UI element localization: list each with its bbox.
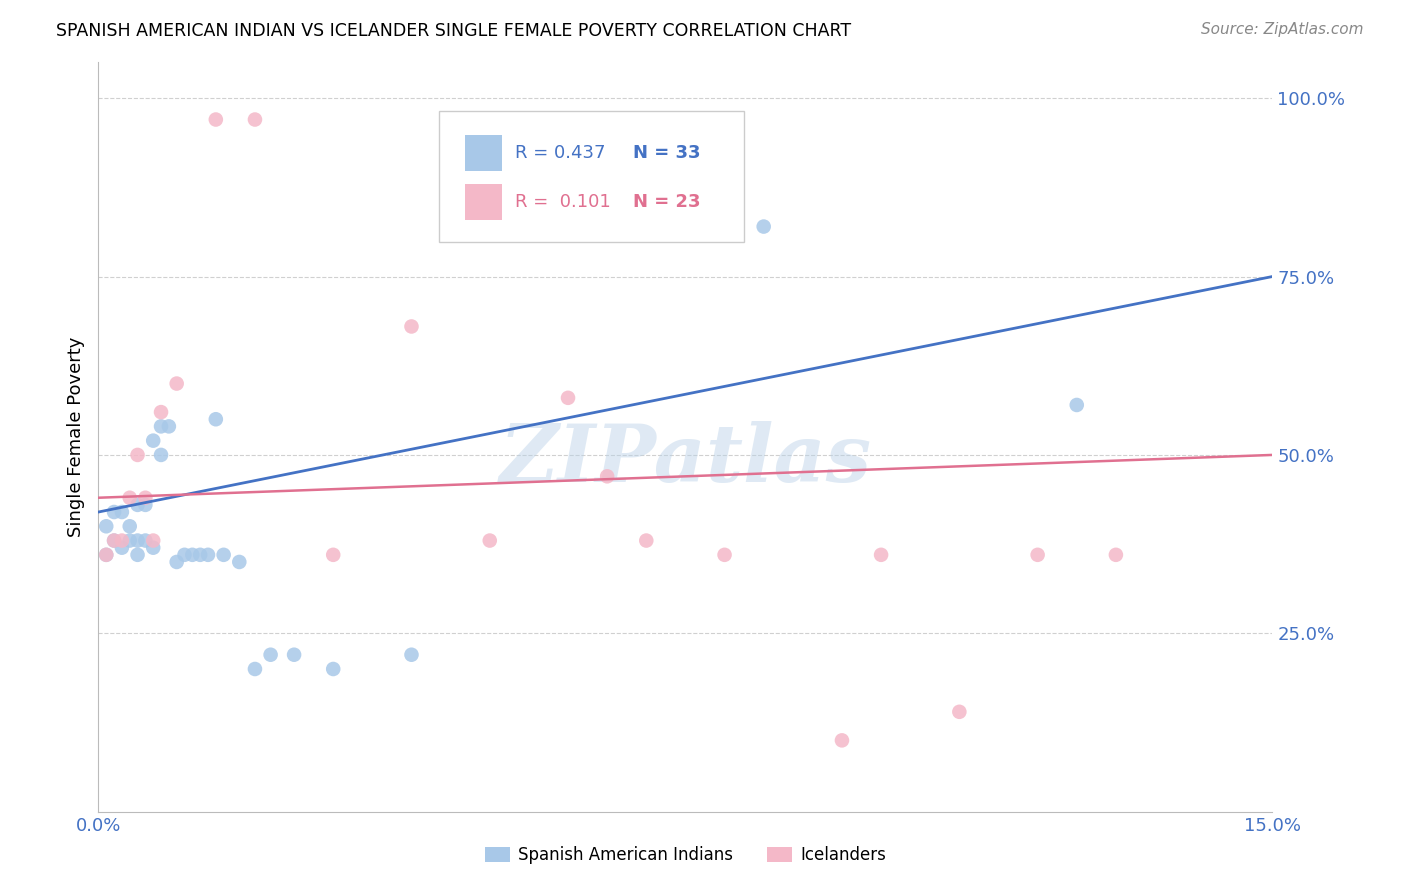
Point	[557, 391, 579, 405]
Point	[142, 533, 165, 548]
Point	[127, 548, 149, 562]
Point	[150, 419, 173, 434]
Point	[188, 548, 211, 562]
Point	[111, 541, 134, 555]
Point	[111, 505, 134, 519]
Text: SPANISH AMERICAN INDIAN VS ICELANDER SINGLE FEMALE POVERTY CORRELATION CHART: SPANISH AMERICAN INDIAN VS ICELANDER SIN…	[56, 22, 852, 40]
Point	[259, 648, 281, 662]
Point	[127, 498, 149, 512]
Point	[166, 555, 188, 569]
Point	[401, 648, 423, 662]
Point	[103, 505, 125, 519]
Text: N = 23: N = 23	[633, 193, 700, 211]
Point	[118, 519, 141, 533]
Point	[103, 533, 125, 548]
Point	[142, 541, 165, 555]
Point	[134, 533, 156, 548]
Point	[243, 662, 266, 676]
Point	[173, 548, 195, 562]
Text: R = 0.437: R = 0.437	[515, 145, 606, 162]
Text: Source: ZipAtlas.com: Source: ZipAtlas.com	[1201, 22, 1364, 37]
Point	[401, 319, 423, 334]
Point	[1105, 548, 1128, 562]
Point	[127, 448, 149, 462]
Point	[636, 533, 658, 548]
Point	[322, 548, 344, 562]
Point	[831, 733, 853, 747]
Point	[243, 112, 266, 127]
Point	[103, 533, 125, 548]
Point	[205, 412, 228, 426]
Text: ZIPatlas: ZIPatlas	[499, 421, 872, 499]
Point	[134, 491, 156, 505]
Point	[197, 548, 219, 562]
Text: N = 33: N = 33	[633, 145, 700, 162]
Point	[478, 533, 501, 548]
Text: R =  0.101: R = 0.101	[515, 193, 612, 211]
Point	[166, 376, 188, 391]
Point	[596, 469, 619, 483]
Point	[181, 548, 204, 562]
Point	[283, 648, 305, 662]
Point	[228, 555, 250, 569]
Point	[150, 405, 173, 419]
Point	[96, 548, 118, 562]
Point	[127, 533, 149, 548]
Point	[157, 419, 180, 434]
Point	[96, 548, 118, 562]
Point	[1066, 398, 1088, 412]
Point	[118, 533, 141, 548]
Point	[713, 548, 735, 562]
FancyBboxPatch shape	[439, 112, 744, 243]
Point	[1026, 548, 1049, 562]
Point	[150, 448, 173, 462]
Point	[752, 219, 775, 234]
Point	[142, 434, 165, 448]
Point	[111, 533, 134, 548]
Legend: Spanish American Indians, Icelanders: Spanish American Indians, Icelanders	[478, 839, 893, 871]
FancyBboxPatch shape	[465, 135, 502, 171]
Point	[134, 498, 156, 512]
Point	[322, 662, 344, 676]
Point	[205, 112, 228, 127]
Point	[118, 491, 141, 505]
Point	[948, 705, 970, 719]
Point	[212, 548, 235, 562]
Y-axis label: Single Female Poverty: Single Female Poverty	[66, 337, 84, 537]
FancyBboxPatch shape	[465, 184, 502, 219]
Point	[96, 519, 118, 533]
Point	[870, 548, 893, 562]
